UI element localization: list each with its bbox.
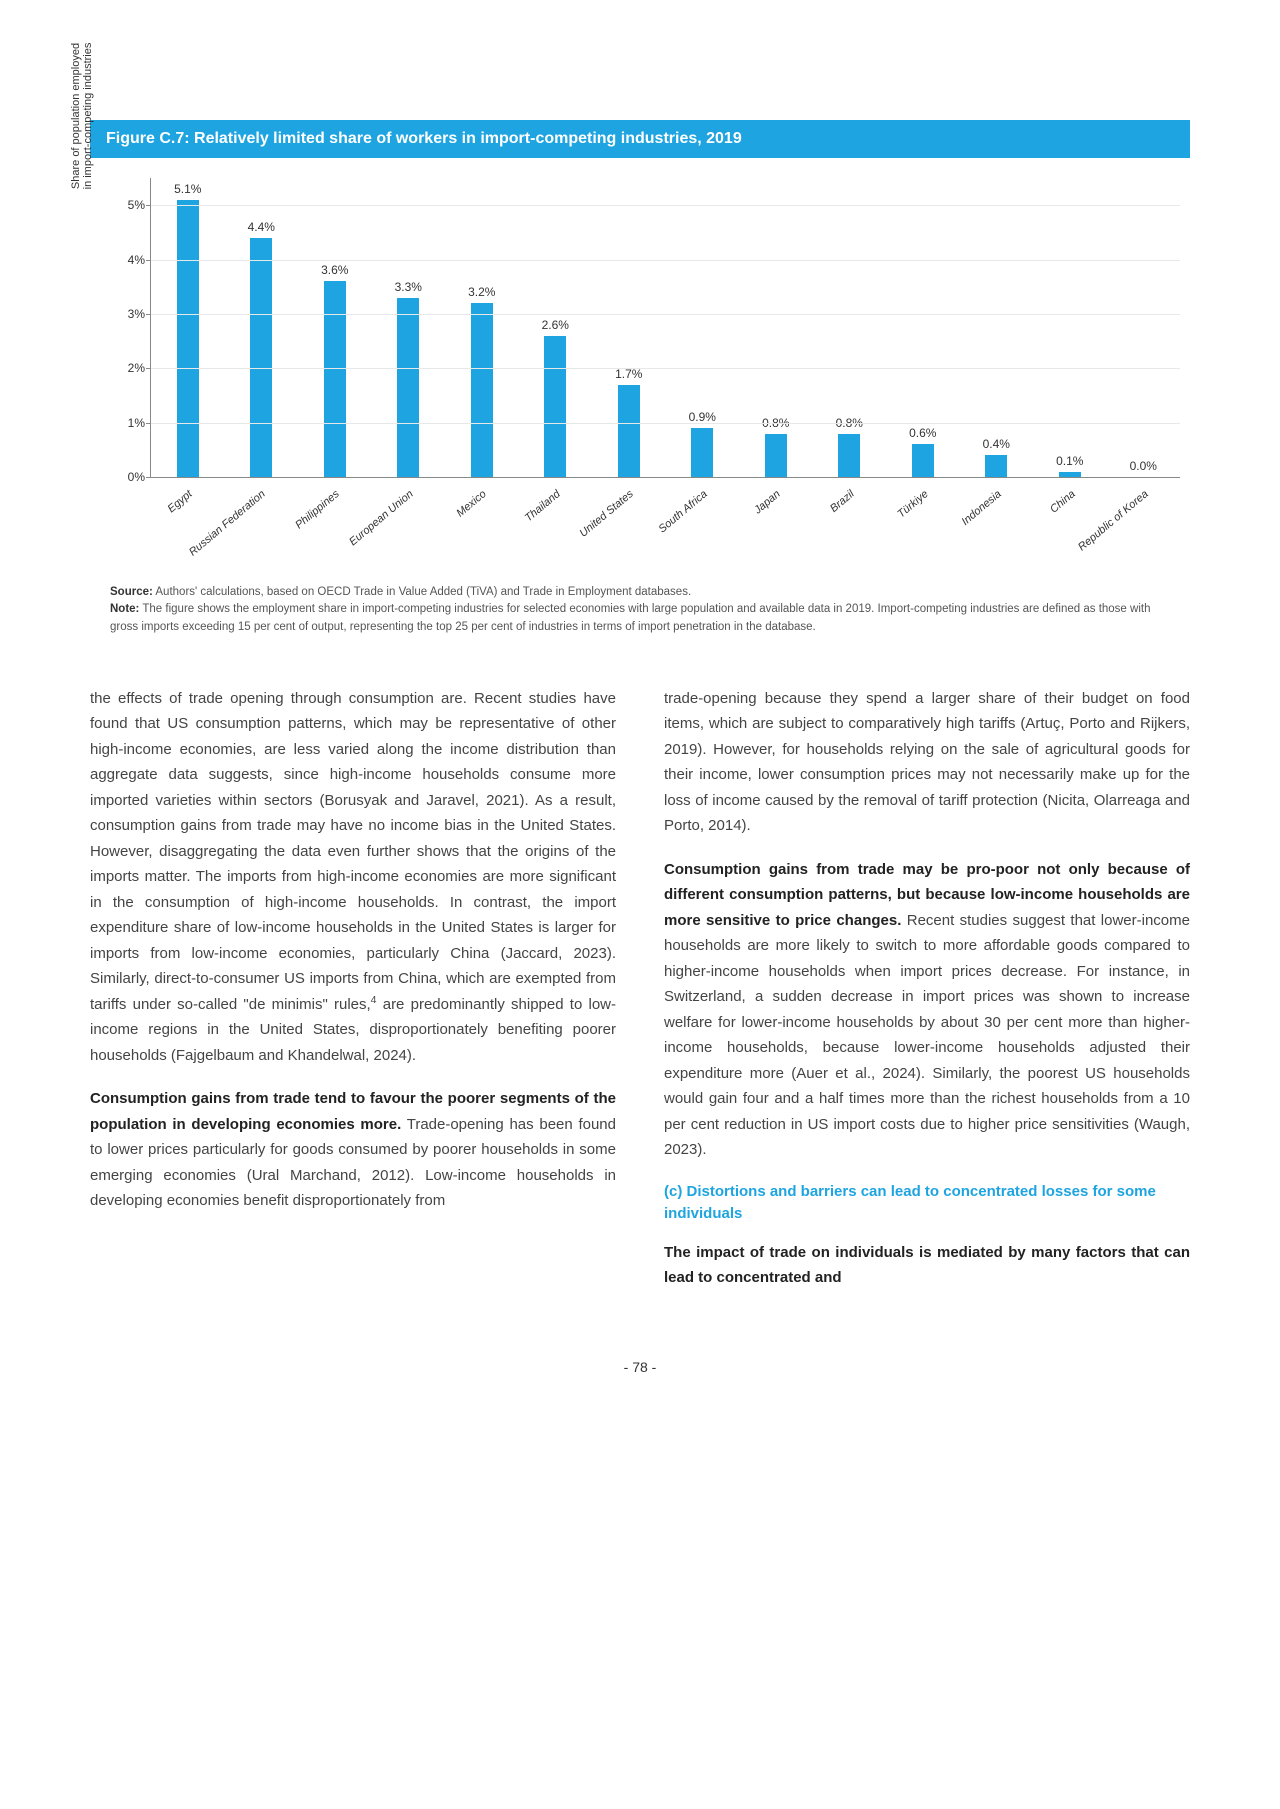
bar-value-label: 0.6% — [909, 426, 936, 440]
figure-source-note: Source: Authors' calculations, based on … — [90, 574, 1190, 646]
bar-rect — [765, 434, 787, 477]
bar-rect — [618, 385, 640, 477]
bar: 0.9% — [666, 178, 740, 477]
note-label: Note: — [110, 603, 139, 615]
paragraph: the effects of trade opening through con… — [90, 686, 616, 1069]
y-tick-label: 0% — [109, 470, 145, 484]
bar-rect — [691, 428, 713, 477]
bar-rect — [471, 303, 493, 477]
bar-rect — [1059, 472, 1081, 477]
paragraph: trade-opening because they spend a large… — [664, 686, 1190, 839]
page-number: - 78 - — [90, 1359, 1190, 1375]
bar-value-label: 0.1% — [1056, 454, 1083, 468]
paragraph-text: Recent studies suggest that lower-income… — [664, 912, 1190, 1159]
bar-value-label: 3.6% — [321, 263, 348, 277]
y-tick-label: 1% — [109, 416, 145, 430]
paragraph-lead: The impact of trade on individuals is me… — [664, 1244, 1190, 1287]
body-columns: the effects of trade opening through con… — [90, 686, 1190, 1309]
bar-value-label: 3.2% — [468, 285, 495, 299]
bar: 0.0% — [1107, 178, 1181, 477]
bar-rect — [324, 281, 346, 477]
y-tick-label: 5% — [109, 198, 145, 212]
bar-rect — [250, 238, 272, 477]
y-axis-label: Share of population employedin import-co… — [70, 0, 94, 241]
source-text: Authors' calculations, based on OECD Tra… — [155, 586, 691, 598]
bar: 0.8% — [739, 178, 813, 477]
left-column: the effects of trade opening through con… — [90, 686, 616, 1309]
bar: 0.8% — [813, 178, 887, 477]
bar: 0.4% — [960, 178, 1034, 477]
plot-area: 5.1%4.4%3.6%3.3%3.2%2.6%1.7%0.9%0.8%0.8%… — [150, 178, 1180, 478]
bar-value-label: 2.6% — [542, 318, 569, 332]
bar-rect — [912, 444, 934, 477]
bar: 1.7% — [592, 178, 666, 477]
bar-rect — [177, 200, 199, 477]
right-column: trade-opening because they spend a large… — [664, 686, 1190, 1309]
y-tick-label: 4% — [109, 253, 145, 267]
bar: 5.1% — [151, 178, 225, 477]
bar-rect — [397, 298, 419, 477]
paragraph-text: the effects of trade opening through con… — [90, 690, 616, 1013]
bar: 3.3% — [372, 178, 446, 477]
note-text: The figure shows the employment share in… — [110, 603, 1150, 632]
bar-rect — [985, 455, 1007, 477]
bar-value-label: 5.1% — [174, 182, 201, 196]
bar-value-label: 4.4% — [248, 220, 275, 234]
bar-value-label: 3.3% — [395, 280, 422, 294]
bar: 4.4% — [225, 178, 299, 477]
source-label: Source: — [110, 586, 153, 598]
paragraph: The impact of trade on individuals is me… — [664, 1240, 1190, 1291]
chart-container: Share of population employedin import-co… — [90, 158, 1190, 574]
bar: 0.6% — [886, 178, 960, 477]
paragraph: Consumption gains from trade tend to fav… — [90, 1086, 616, 1214]
paragraph: Consumption gains from trade may be pro-… — [664, 857, 1190, 1163]
bar-value-label: 0.0% — [1130, 459, 1157, 473]
figure-title: Figure C.7: Relatively limited share of … — [90, 120, 1190, 158]
y-tick-label: 3% — [109, 307, 145, 321]
bar: 0.1% — [1033, 178, 1107, 477]
bar: 3.2% — [445, 178, 519, 477]
bar-value-label: 0.4% — [983, 437, 1010, 451]
y-tick-label: 2% — [109, 361, 145, 375]
bar: 2.6% — [519, 178, 593, 477]
subsection-heading: (c) Distortions and barriers can lead to… — [664, 1181, 1190, 1226]
bar-rect — [838, 434, 860, 477]
bar-rect — [544, 336, 566, 477]
x-axis-labels: EgyptRussian FederationPhilippinesEurope… — [150, 478, 1180, 564]
